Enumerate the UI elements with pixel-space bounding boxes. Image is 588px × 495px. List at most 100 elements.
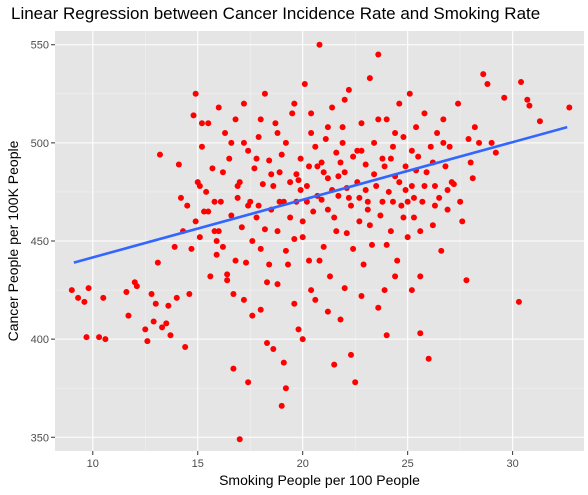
y-tick-label: 350 [31, 432, 49, 444]
data-point [96, 334, 103, 341]
data-point [457, 198, 464, 205]
data-point [312, 296, 319, 303]
data-point [467, 159, 474, 166]
data-point [566, 104, 573, 111]
data-point [358, 292, 365, 299]
data-point [402, 186, 409, 193]
data-point [347, 351, 354, 358]
data-point [308, 110, 315, 117]
data-point [410, 214, 417, 221]
data-point [192, 218, 199, 225]
data-point [421, 110, 428, 117]
data-point [358, 120, 365, 127]
data-point [314, 163, 321, 170]
data-point [318, 196, 325, 203]
data-point [201, 208, 208, 215]
data-point [316, 257, 323, 264]
x-tick-label: 10 [87, 458, 99, 470]
data-point [368, 241, 375, 248]
data-point [219, 169, 226, 176]
data-point [444, 186, 451, 193]
data-point [387, 228, 394, 235]
data-point [222, 130, 229, 137]
data-point [240, 139, 247, 146]
data-point [356, 218, 363, 225]
data-point [280, 359, 287, 366]
data-point [257, 306, 264, 313]
data-point [224, 271, 231, 278]
data-point [394, 257, 401, 264]
data-point [488, 139, 495, 146]
data-point [228, 212, 235, 219]
data-point [312, 143, 319, 150]
data-point [188, 245, 195, 252]
data-point [425, 355, 432, 362]
data-point [81, 298, 88, 305]
data-point [285, 261, 292, 268]
data-point [177, 194, 184, 201]
data-point [232, 257, 239, 264]
data-point [341, 169, 348, 176]
data-point [205, 208, 212, 215]
data-point [337, 159, 344, 166]
data-point [318, 159, 325, 166]
data-point [282, 385, 289, 392]
data-point [389, 143, 396, 150]
data-point [274, 228, 281, 235]
data-point [358, 147, 365, 154]
data-point [383, 241, 390, 248]
data-point [371, 139, 378, 146]
data-point [417, 273, 424, 280]
data-point [442, 163, 449, 170]
data-point [392, 273, 399, 280]
data-point [291, 100, 298, 107]
data-point [261, 226, 268, 233]
data-point [123, 289, 130, 296]
x-tick-label: 30 [507, 458, 519, 470]
data-point [371, 171, 378, 178]
data-point [471, 124, 478, 131]
data-point [310, 208, 317, 215]
data-point [427, 143, 434, 150]
y-tick-label: 500 [31, 138, 49, 150]
data-point [306, 257, 313, 264]
data-point [198, 120, 205, 127]
data-point [444, 206, 451, 213]
data-point [438, 247, 445, 254]
data-point [308, 287, 315, 294]
data-point [198, 143, 205, 150]
data-point [251, 165, 258, 172]
y-tick-label: 400 [31, 334, 49, 346]
data-point [102, 336, 109, 343]
data-point [133, 283, 140, 290]
data-point [230, 290, 237, 297]
data-point [326, 273, 333, 280]
data-point [299, 218, 306, 225]
data-point [324, 308, 331, 315]
data-point [297, 155, 304, 162]
data-point [316, 41, 323, 48]
data-point [287, 179, 294, 186]
data-point [419, 198, 426, 205]
data-point [515, 298, 522, 305]
data-point [364, 206, 371, 213]
y-tick-label: 550 [31, 40, 49, 52]
data-point [215, 104, 222, 111]
data-point [213, 238, 220, 244]
data-point [291, 236, 298, 243]
data-point [232, 116, 239, 123]
data-point [320, 243, 327, 250]
data-point [333, 228, 340, 235]
data-point [375, 51, 382, 58]
data-point [192, 90, 199, 97]
data-point [83, 334, 90, 341]
y-tick-label: 450 [31, 236, 49, 248]
data-point [324, 206, 331, 213]
data-point [352, 379, 359, 386]
data-point [429, 222, 436, 229]
data-point [276, 169, 283, 176]
data-point [261, 90, 268, 97]
data-point [217, 198, 224, 205]
data-point [322, 135, 329, 142]
